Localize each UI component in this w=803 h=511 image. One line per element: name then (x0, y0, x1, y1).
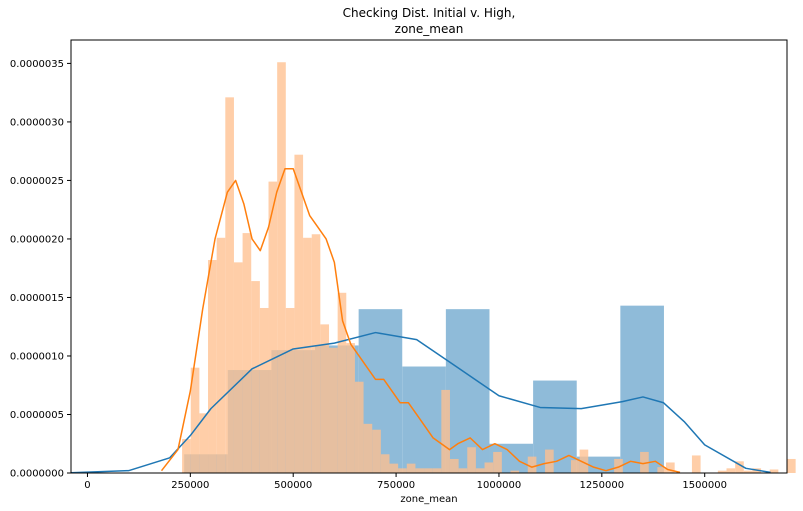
series-2-hist-bar (277, 62, 286, 474)
series-2-hist-bar (441, 389, 450, 473)
series-2-hist-bar (233, 262, 243, 473)
series-2-hist-bar (570, 460, 580, 473)
series-2-hist-bar (484, 462, 494, 473)
y-tick-label: 0.0000035 (10, 59, 64, 70)
series-2-hist-bar (579, 449, 589, 473)
series-2-hist-bar (467, 447, 476, 473)
series-2-hist-bar (527, 456, 537, 473)
series-2-hist-bar (458, 468, 468, 473)
y-tick-label: 0.0000005 (10, 410, 64, 421)
series-2-hist-bar (640, 451, 649, 473)
series-2-hist-bar (510, 470, 520, 473)
series-2-hist-bar (199, 413, 209, 473)
histogram-bars-group (182, 62, 796, 474)
series-2-hist-bar (726, 468, 736, 473)
x-tick-label: 1250000 (580, 480, 625, 491)
series-2-hist-bar (225, 97, 234, 473)
series-2-hist-bar (787, 458, 796, 473)
series-2-hist-bar (363, 423, 373, 473)
x-tick-label: 750000 (377, 480, 415, 491)
series-2-hist-bar (216, 237, 226, 473)
series-2-hist-bar (449, 458, 459, 473)
series-1-kde-line (70, 331, 771, 474)
series-2-hist-bar (268, 181, 278, 473)
series-2-hist-bar (735, 461, 744, 473)
series-2-hist-bar (717, 470, 727, 473)
series-1-hist-bar (533, 380, 577, 473)
x-tick-label: 250000 (171, 480, 209, 491)
series-2-hist-bar (432, 468, 442, 473)
series-2-hist-bar (259, 307, 269, 473)
x-axis-ticks: 0 250000 500000 750000 1000000 1250000 1500000 (84, 473, 727, 491)
series-2-hist-bar (346, 343, 355, 473)
series-2-hist-bar (320, 324, 330, 473)
series-2-hist-bar (614, 458, 623, 473)
y-tick-label: 0.0000010 (10, 351, 64, 362)
series-2-hist-bar (182, 439, 191, 473)
series-2-hist-bar (294, 154, 304, 473)
series-2-hist-bar (406, 463, 416, 473)
series-2-hist-bar (666, 462, 675, 473)
series-1-hist-bar (620, 305, 664, 473)
series-1-hist-bar (402, 366, 446, 473)
x-tick-label: 0 (84, 480, 90, 491)
series-2-hist-bar (242, 233, 252, 473)
series-2-hist-bar (389, 463, 399, 473)
y-tick-label: 0.0000020 (10, 234, 64, 245)
kde-lines-group (70, 167, 771, 474)
series-1-hist-bar (445, 309, 490, 473)
chart-title-line-1: Checking Dist. Initial v. High, (343, 6, 516, 20)
series-2-hist-bar (311, 234, 321, 473)
chart-title-line-2: zone_mean (395, 22, 464, 36)
y-tick-label: 0.0000030 (10, 117, 64, 128)
x-tick-label: 1500000 (682, 480, 727, 491)
series-2-hist-bar (475, 468, 485, 473)
series-2-hist-bar (190, 367, 200, 473)
series-2-hist-bar (354, 381, 364, 473)
y-tick-label: 0.0000015 (10, 293, 64, 304)
series-2-hist-bar (251, 281, 260, 473)
series-2-hist-bar (303, 237, 312, 473)
series-2-hist-bar (769, 469, 779, 473)
y-axis-ticks: 0.0000000 0.0000005 0.0000010 0.0000015 0.00… (10, 59, 71, 480)
series-2-hist-bar (372, 429, 381, 473)
series-2-hist-bar (337, 292, 347, 473)
series-2-hist-bar (424, 468, 433, 473)
series-2-hist-bar (493, 451, 502, 473)
series-2-hist-bar (657, 467, 667, 473)
series-2-hist-bar (691, 455, 701, 473)
series-2-hist-bar (329, 347, 338, 473)
series-2-kde-line (160, 167, 681, 474)
series-2-hist-bar (398, 468, 407, 473)
x-axis-label: zone_mean (400, 494, 457, 505)
x-tick-label: 500000 (274, 480, 312, 491)
series-2-hist-bar (380, 454, 390, 473)
series-2-hist-bar (743, 470, 753, 473)
series-2-hist-bar (545, 449, 554, 473)
y-tick-label: 0.0000000 (10, 469, 64, 480)
plot-frame (70, 39, 788, 474)
x-tick-label: 1000000 (477, 480, 522, 491)
series-2-hist-bar (415, 468, 425, 473)
series-2-hist-bar (285, 307, 295, 473)
series-2-hist-bar (208, 260, 217, 473)
y-tick-label: 0.0000025 (10, 176, 64, 187)
